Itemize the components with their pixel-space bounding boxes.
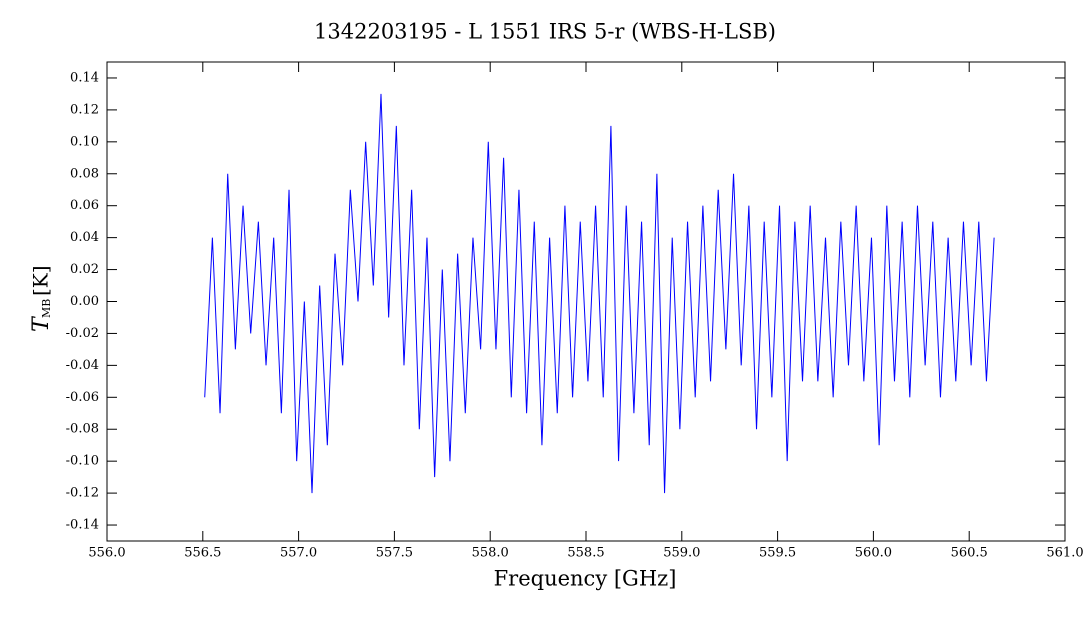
x-tick-label: 557.5 (376, 546, 413, 561)
y-tick-label: 0.08 (70, 166, 99, 181)
x-tick-label: 560.5 (951, 546, 988, 561)
spectrum-line (204, 93, 995, 494)
x-tick-label: 561.0 (1046, 546, 1083, 561)
x-tick-label: 558.5 (567, 546, 604, 561)
x-tick-label: 558.0 (472, 546, 509, 561)
y-tick-label: -0.14 (66, 518, 99, 533)
y-tick-label: -0.06 (66, 390, 99, 405)
y-tick-label: -0.12 (66, 486, 99, 501)
x-tick-label: 557.0 (280, 546, 317, 561)
chart-title: 1342203195 - L 1551 IRS 5-r (WBS-H-LSB) (314, 20, 776, 44)
y-tick-label: 0.06 (70, 198, 99, 213)
y-axis-label: T MB [K] (29, 265, 55, 332)
y-tick-label: 0.12 (70, 102, 99, 117)
y-label-sub: MB (40, 299, 53, 318)
y-tick-label: -0.08 (66, 422, 99, 437)
x-axis-label: Frequency [GHz] (494, 567, 677, 591)
y-tick-label: 0.00 (70, 294, 99, 309)
x-tick-label: 560.0 (855, 546, 892, 561)
x-tick-label: 556.0 (88, 546, 125, 561)
y-tick-label: -0.10 (66, 454, 99, 469)
y-label-main: T (29, 315, 54, 332)
x-tick-label: 559.0 (663, 546, 700, 561)
y-tick-label: 0.02 (70, 262, 99, 277)
y-tick-label: -0.02 (66, 326, 99, 341)
y-tick-label: -0.04 (66, 358, 99, 373)
x-tick-label: 556.5 (184, 546, 221, 561)
y-tick-label: 0.10 (70, 134, 99, 149)
y-tick-label: 0.14 (70, 70, 99, 85)
x-tick-label: 559.5 (759, 546, 796, 561)
plot-frame (106, 61, 1066, 542)
y-label-unit: [K] (29, 265, 53, 296)
y-tick-label: 0.04 (70, 230, 99, 245)
